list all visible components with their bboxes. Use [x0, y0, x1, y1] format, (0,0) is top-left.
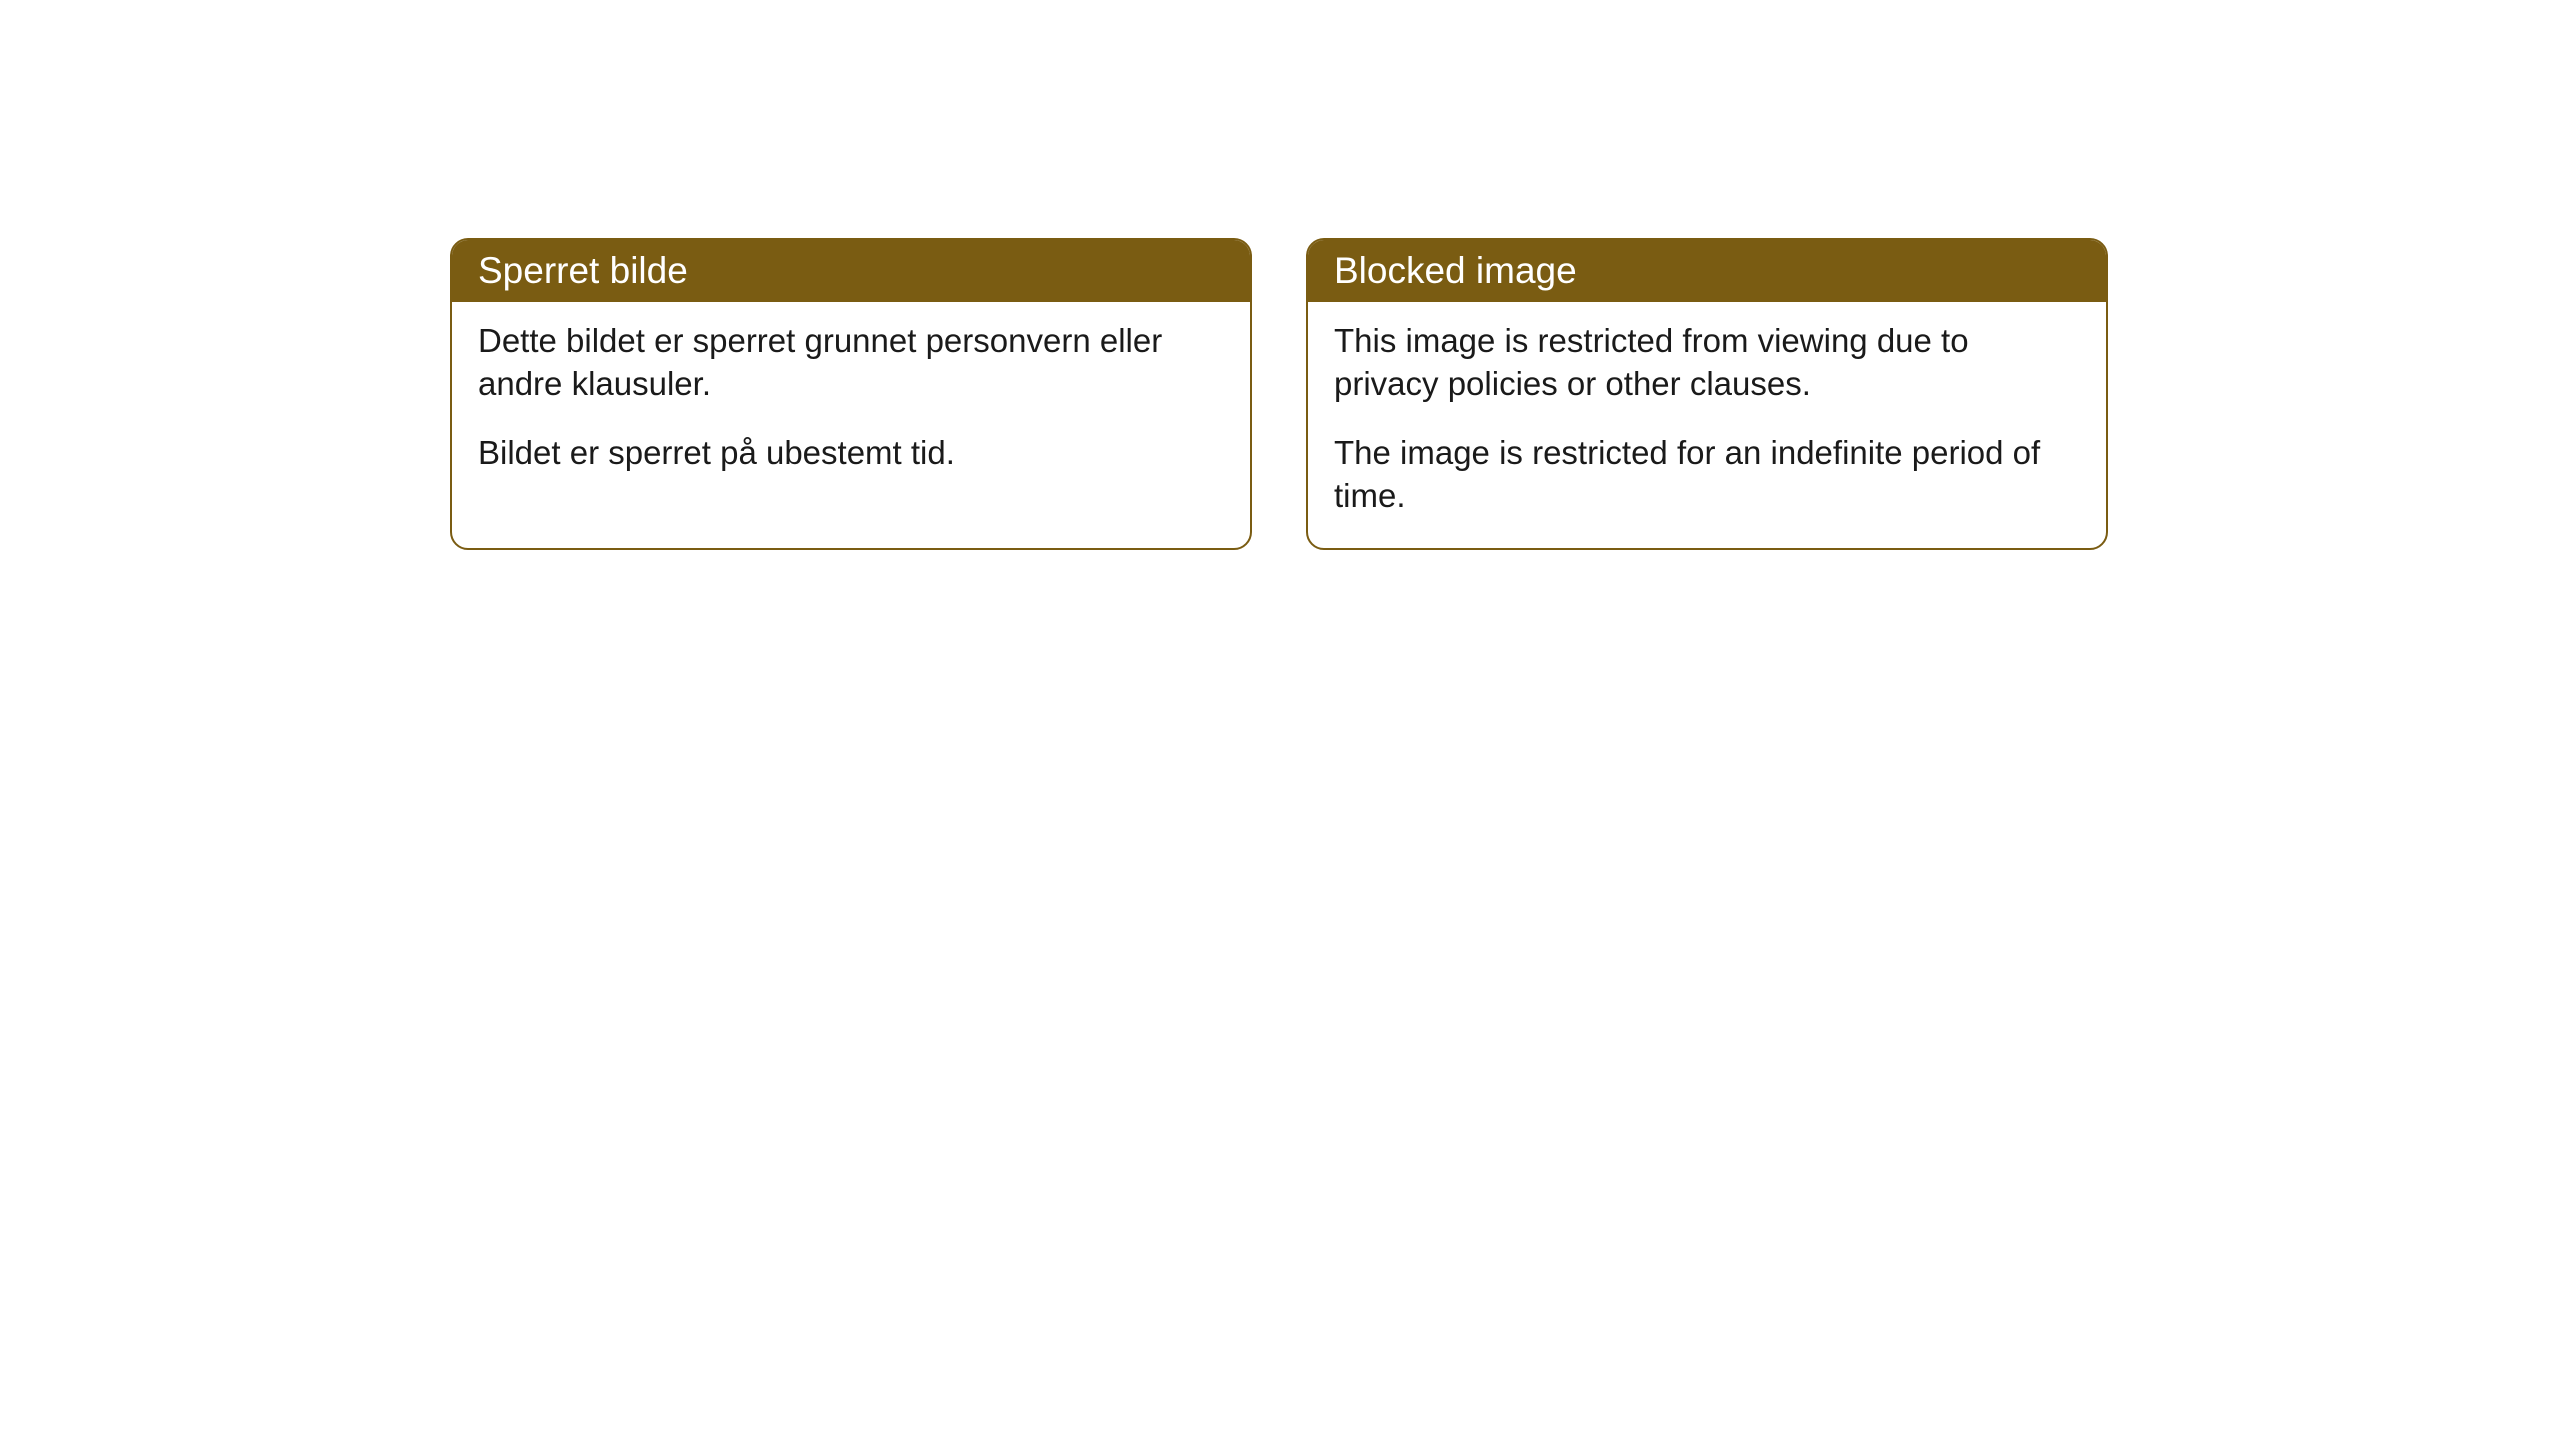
card-header-english: Blocked image	[1308, 240, 2106, 302]
paragraph-2-english: The image is restricted for an indefinit…	[1334, 432, 2080, 518]
card-body-english: This image is restricted from viewing du…	[1308, 302, 2106, 548]
notice-card-norwegian: Sperret bilde Dette bildet er sperret gr…	[450, 238, 1252, 550]
paragraph-1-norwegian: Dette bildet er sperret grunnet personve…	[478, 320, 1224, 406]
notice-card-english: Blocked image This image is restricted f…	[1306, 238, 2108, 550]
card-body-norwegian: Dette bildet er sperret grunnet personve…	[452, 302, 1250, 505]
card-header-norwegian: Sperret bilde	[452, 240, 1250, 302]
notice-container: Sperret bilde Dette bildet er sperret gr…	[0, 0, 2560, 550]
paragraph-2-norwegian: Bildet er sperret på ubestemt tid.	[478, 432, 1224, 475]
paragraph-1-english: This image is restricted from viewing du…	[1334, 320, 2080, 406]
